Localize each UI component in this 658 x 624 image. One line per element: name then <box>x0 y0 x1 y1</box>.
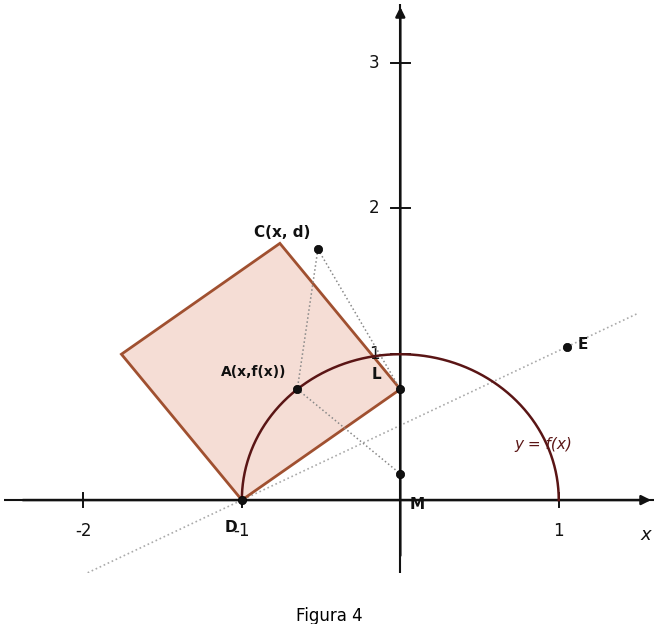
Text: C(x, d): C(x, d) <box>253 225 310 240</box>
Text: L: L <box>372 367 381 382</box>
Text: A(x,f(x)): A(x,f(x)) <box>220 365 286 379</box>
Text: Figura 4: Figura 4 <box>295 607 363 624</box>
Text: 1: 1 <box>369 345 380 363</box>
Text: E: E <box>578 336 588 351</box>
Text: -1: -1 <box>234 522 250 540</box>
Text: x: x <box>641 526 651 544</box>
Text: 3: 3 <box>369 54 380 72</box>
Text: M: M <box>410 497 425 512</box>
Text: y = f(x): y = f(x) <box>515 437 572 452</box>
Text: -2: -2 <box>75 522 91 540</box>
Text: 2: 2 <box>369 199 380 217</box>
Text: D: D <box>224 520 237 535</box>
Polygon shape <box>122 243 400 500</box>
Text: 1: 1 <box>553 522 564 540</box>
